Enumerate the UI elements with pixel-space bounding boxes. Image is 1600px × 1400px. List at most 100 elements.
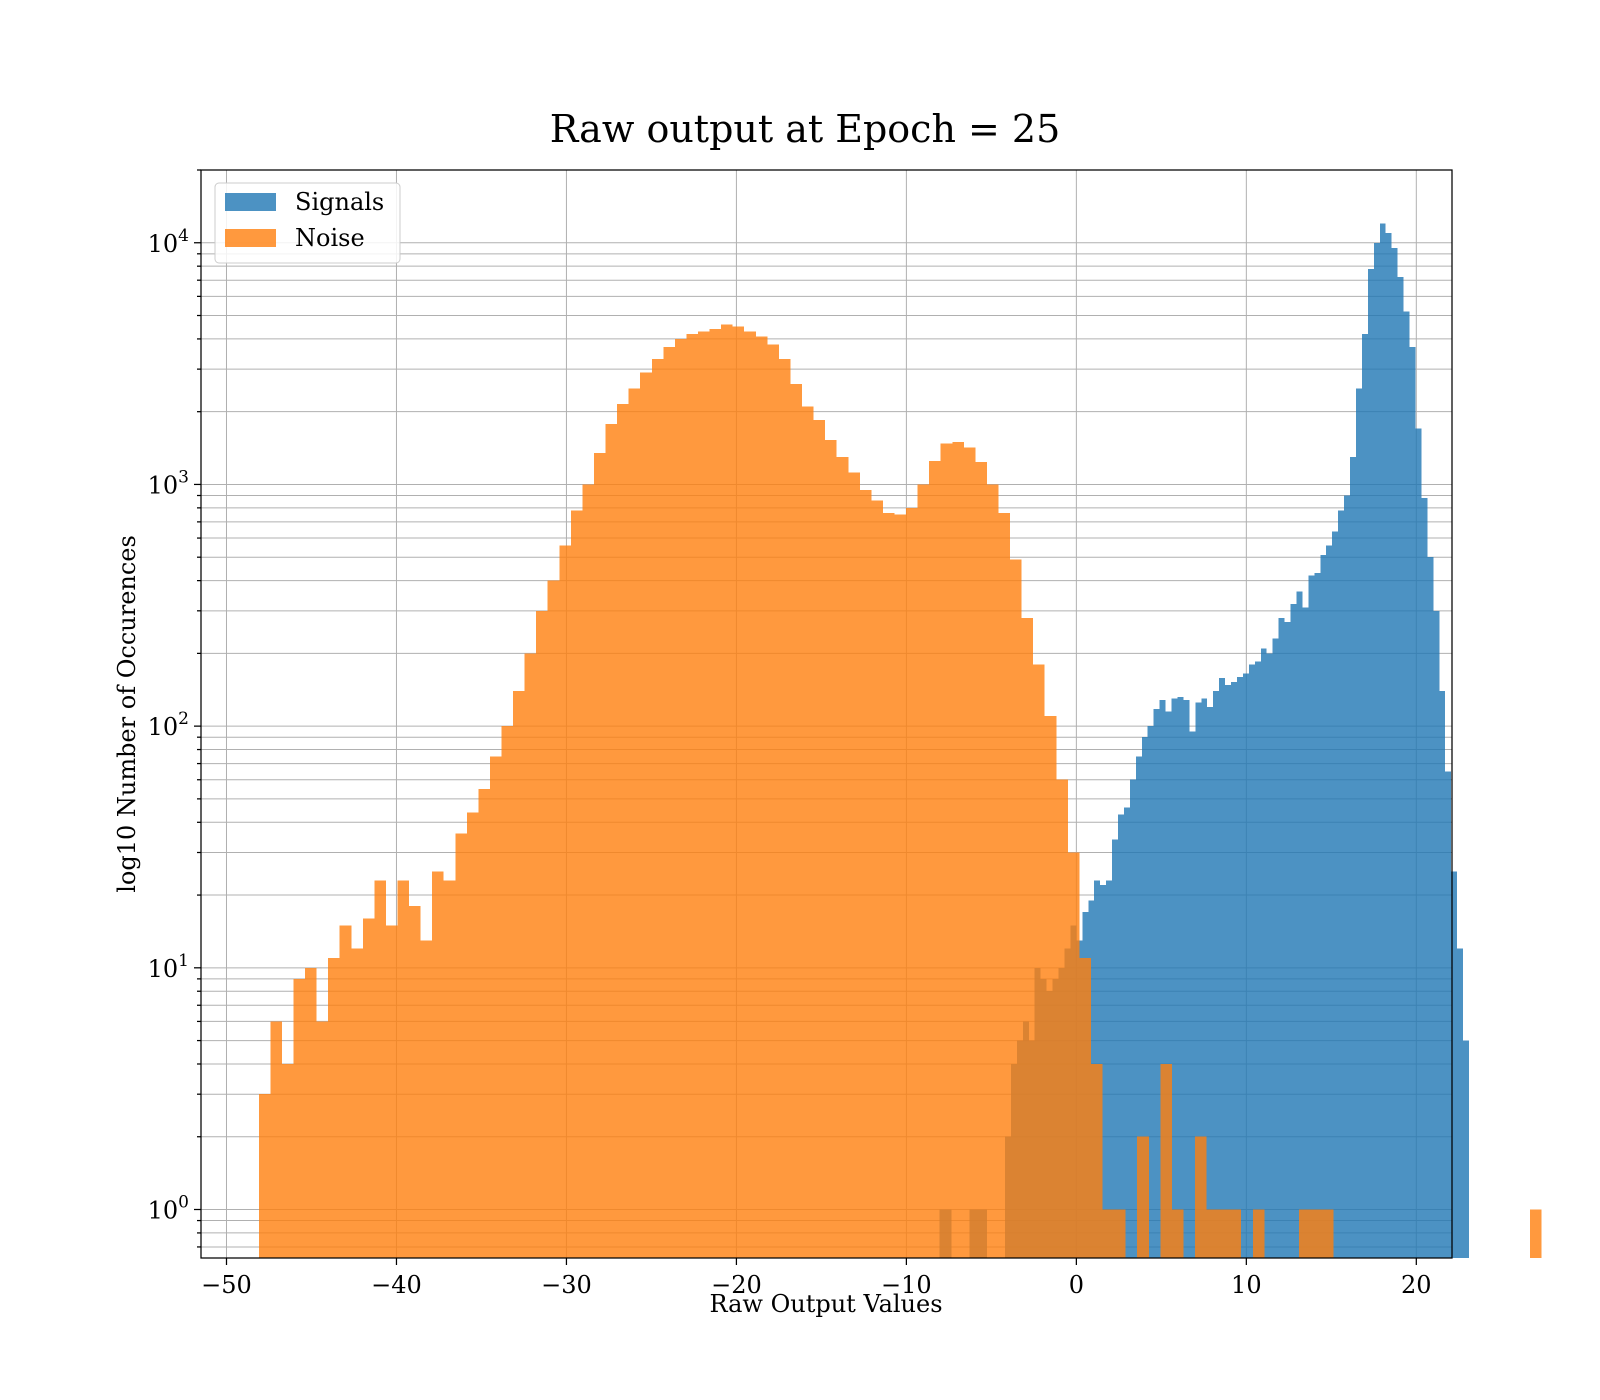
signals-bar xyxy=(1350,456,1356,1259)
y-axis-label: log10 Number of Occurences xyxy=(113,535,141,893)
signals-bar xyxy=(1177,696,1184,1258)
noise-bar xyxy=(1033,664,1045,1258)
noise-bar xyxy=(1102,1209,1115,1258)
signals-bar xyxy=(1284,621,1291,1258)
noise-bar xyxy=(778,359,791,1258)
legend-label-signals: Signals xyxy=(295,188,384,216)
signals-bar xyxy=(1385,232,1392,1258)
noise-bar xyxy=(732,326,745,1258)
noise-bar xyxy=(582,484,594,1258)
noise-bar xyxy=(1530,1209,1542,1258)
noise-bar xyxy=(848,472,860,1258)
signals-bar xyxy=(1326,545,1333,1258)
signals-bar xyxy=(1201,698,1208,1258)
signals-bar xyxy=(1242,673,1249,1258)
noise-bar xyxy=(351,948,363,1258)
noise-bar xyxy=(385,925,398,1258)
signals-bar xyxy=(1129,779,1136,1258)
x-tick-label: 0 xyxy=(1069,1271,1084,1299)
y-tick-label: 103 xyxy=(148,467,189,499)
signals-bar xyxy=(1153,708,1160,1258)
legend-swatch-signals xyxy=(225,193,276,211)
noise-bar xyxy=(547,580,560,1258)
chart-title: Raw output at Epoch = 25 xyxy=(550,107,1061,151)
signals-bar xyxy=(1266,653,1273,1258)
noise-bar xyxy=(605,423,618,1258)
signals-bar xyxy=(1213,690,1220,1258)
noise-bar xyxy=(906,507,918,1258)
noise-bar xyxy=(536,610,548,1258)
y-tick-label: 100 xyxy=(148,1193,189,1225)
signals-bar xyxy=(1231,682,1237,1258)
noise-bar xyxy=(339,925,352,1258)
noise-bar xyxy=(744,331,756,1259)
signals-bar xyxy=(1361,333,1368,1259)
signals-bar xyxy=(1183,700,1190,1258)
noise-bar xyxy=(917,484,930,1258)
signals-bar xyxy=(1141,737,1148,1258)
legend-label-noise: Noise xyxy=(295,224,365,252)
noise-bar xyxy=(952,441,964,1258)
x-tick-label: −40 xyxy=(371,1271,422,1299)
signals-bar xyxy=(1106,880,1113,1258)
noise-bar xyxy=(1021,618,1034,1258)
signals-bar xyxy=(1445,771,1452,1258)
y-tick-label: 101 xyxy=(148,951,189,983)
noise-bar xyxy=(1067,852,1080,1258)
noise-bar xyxy=(1299,1209,1311,1258)
signals-bar xyxy=(1338,510,1345,1258)
noise-bar xyxy=(559,545,571,1258)
noise-bar xyxy=(698,331,710,1259)
noise-bar xyxy=(767,344,779,1258)
signals-bar xyxy=(1320,555,1327,1258)
noise-bar xyxy=(466,812,479,1258)
signals-bar xyxy=(1219,678,1226,1258)
signals-bar xyxy=(1409,347,1416,1258)
signals-bar xyxy=(1421,497,1428,1259)
x-axis-ticks: −50 −40 −30 −20 −10 0 10 20 xyxy=(201,1258,1432,1299)
signals-bar xyxy=(1332,531,1339,1258)
signals-bar xyxy=(1189,731,1196,1258)
signals-bar xyxy=(1195,702,1202,1258)
noise-bar xyxy=(940,443,953,1258)
signals-bar xyxy=(1236,676,1243,1258)
noise-bar xyxy=(859,489,872,1258)
noise-bar xyxy=(258,1094,271,1258)
legend-swatch-noise xyxy=(225,229,276,247)
noise-bar xyxy=(1206,1209,1219,1258)
noise-bar xyxy=(1171,1209,1184,1258)
noise-bar xyxy=(894,514,907,1258)
noise-bar xyxy=(882,513,895,1258)
noise-bar xyxy=(374,880,386,1258)
plot-frame xyxy=(200,169,1453,1259)
noise-bar xyxy=(293,978,306,1258)
signals-bar xyxy=(1439,690,1446,1258)
legend: Signals Noise xyxy=(214,182,401,264)
noise-bar xyxy=(1056,779,1068,1258)
noise-bar xyxy=(316,1021,329,1258)
noise-bar xyxy=(1310,1209,1323,1258)
noise-bar xyxy=(790,384,803,1258)
noise-bar xyxy=(755,336,768,1258)
noise-bar xyxy=(489,756,502,1258)
signals-bar xyxy=(1290,604,1297,1258)
noise-bar xyxy=(825,439,837,1258)
noise-bar xyxy=(1079,957,1091,1258)
y-tick-label: 104 xyxy=(148,226,189,258)
noise-bar xyxy=(709,328,722,1258)
noise-bar xyxy=(836,456,849,1259)
signals-bar xyxy=(1112,839,1119,1258)
signals-bar xyxy=(1278,618,1285,1258)
noise-series xyxy=(258,324,1542,1259)
noise-bar xyxy=(409,906,421,1258)
signals-bar xyxy=(1344,495,1351,1258)
signals-bar xyxy=(1314,573,1321,1258)
noise-bar xyxy=(802,406,814,1258)
signals-bar xyxy=(1379,223,1386,1259)
signals-bar xyxy=(1427,557,1434,1258)
noise-bar xyxy=(524,653,537,1258)
noise-bar xyxy=(674,338,687,1258)
noise-bar xyxy=(1044,716,1057,1258)
noise-bar xyxy=(1218,1209,1230,1258)
